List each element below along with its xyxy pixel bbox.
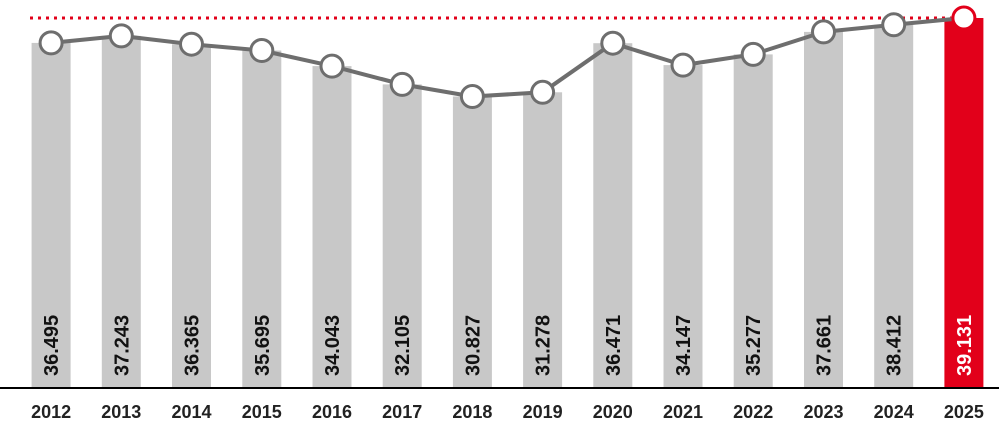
tick-label-2016: 2016: [312, 402, 352, 422]
bar-2013: [101, 35, 141, 389]
bar-2015: [242, 50, 282, 388]
value-label-2019: 31.278: [533, 315, 555, 376]
bar-2023: [804, 31, 843, 389]
bar-2022: [733, 54, 773, 389]
tick-label-2022: 2022: [733, 402, 773, 422]
value-label-2018: 30.827: [462, 315, 484, 376]
marker-2022: [740, 41, 766, 67]
bar-2024: [874, 24, 914, 389]
marker-2021: [670, 52, 696, 78]
bar-2025: [944, 18, 984, 388]
marker-2024: [881, 12, 907, 38]
tick-label-2019: 2019: [523, 402, 563, 422]
value-label-2021: 34.147: [673, 315, 695, 376]
bars-layer: [31, 18, 984, 389]
value-label-2014: 36.365: [182, 315, 204, 376]
bar-2017: [382, 84, 422, 389]
tick-label-2015: 2015: [242, 402, 282, 422]
bar-2014: [172, 44, 211, 388]
value-label-2013: 37.243: [111, 315, 133, 376]
value-label-2017: 32.105: [392, 315, 414, 376]
tick-label-2020: 2020: [593, 402, 633, 422]
bar-2021: [663, 65, 703, 388]
value-label-2023: 37.661: [814, 315, 836, 376]
marker-2018: [459, 84, 485, 109]
marker-2017: [389, 71, 415, 97]
marker-2023: [811, 19, 836, 45]
bar-2016: [312, 66, 352, 388]
tick-label-2012: 2012: [31, 402, 71, 422]
marker-2015: [249, 38, 275, 63]
marker-2025: [951, 5, 977, 31]
marker-2020: [600, 30, 626, 56]
bar-2012: [31, 42, 71, 389]
value-label-2025: 39.131: [954, 315, 976, 376]
value-label-2024: 38.412: [884, 315, 906, 376]
bar-2018: [452, 96, 492, 388]
value-label-2016: 34.043: [322, 315, 344, 376]
value-label-2022: 35.277: [743, 315, 765, 376]
value-labels-layer: 36.495 37.243 36.365 35.695 34.043 32.105 30.8…: [41, 315, 976, 376]
marker-2019: [530, 79, 556, 105]
value-label-2020: 36.471: [603, 315, 625, 376]
tick-label-2018: 2018: [452, 402, 492, 422]
tick-label-2014: 2014: [171, 402, 211, 422]
value-label-2015: 35.695: [252, 315, 274, 376]
marker-2014: [179, 31, 204, 57]
x-axis-tick-labels: 2012 2013 2014 2015 2016 2017 2018 2019 2020 2021…: [31, 402, 984, 422]
tick-label-2013: 2013: [101, 402, 141, 422]
bar-2020: [593, 43, 633, 388]
marker-2012: [38, 30, 64, 56]
tick-label-2023: 2023: [803, 402, 843, 422]
marker-2013: [108, 23, 134, 49]
value-label-2012: 36.495: [41, 315, 63, 376]
tick-label-2021: 2021: [663, 402, 703, 422]
bar-2019: [523, 92, 563, 389]
marker-2016: [319, 53, 345, 79]
tick-label-2017: 2017: [382, 402, 422, 422]
trend-line-layer: [38, 5, 977, 109]
tick-label-2025: 2025: [944, 402, 984, 422]
tick-label-2024: 2024: [874, 402, 914, 422]
